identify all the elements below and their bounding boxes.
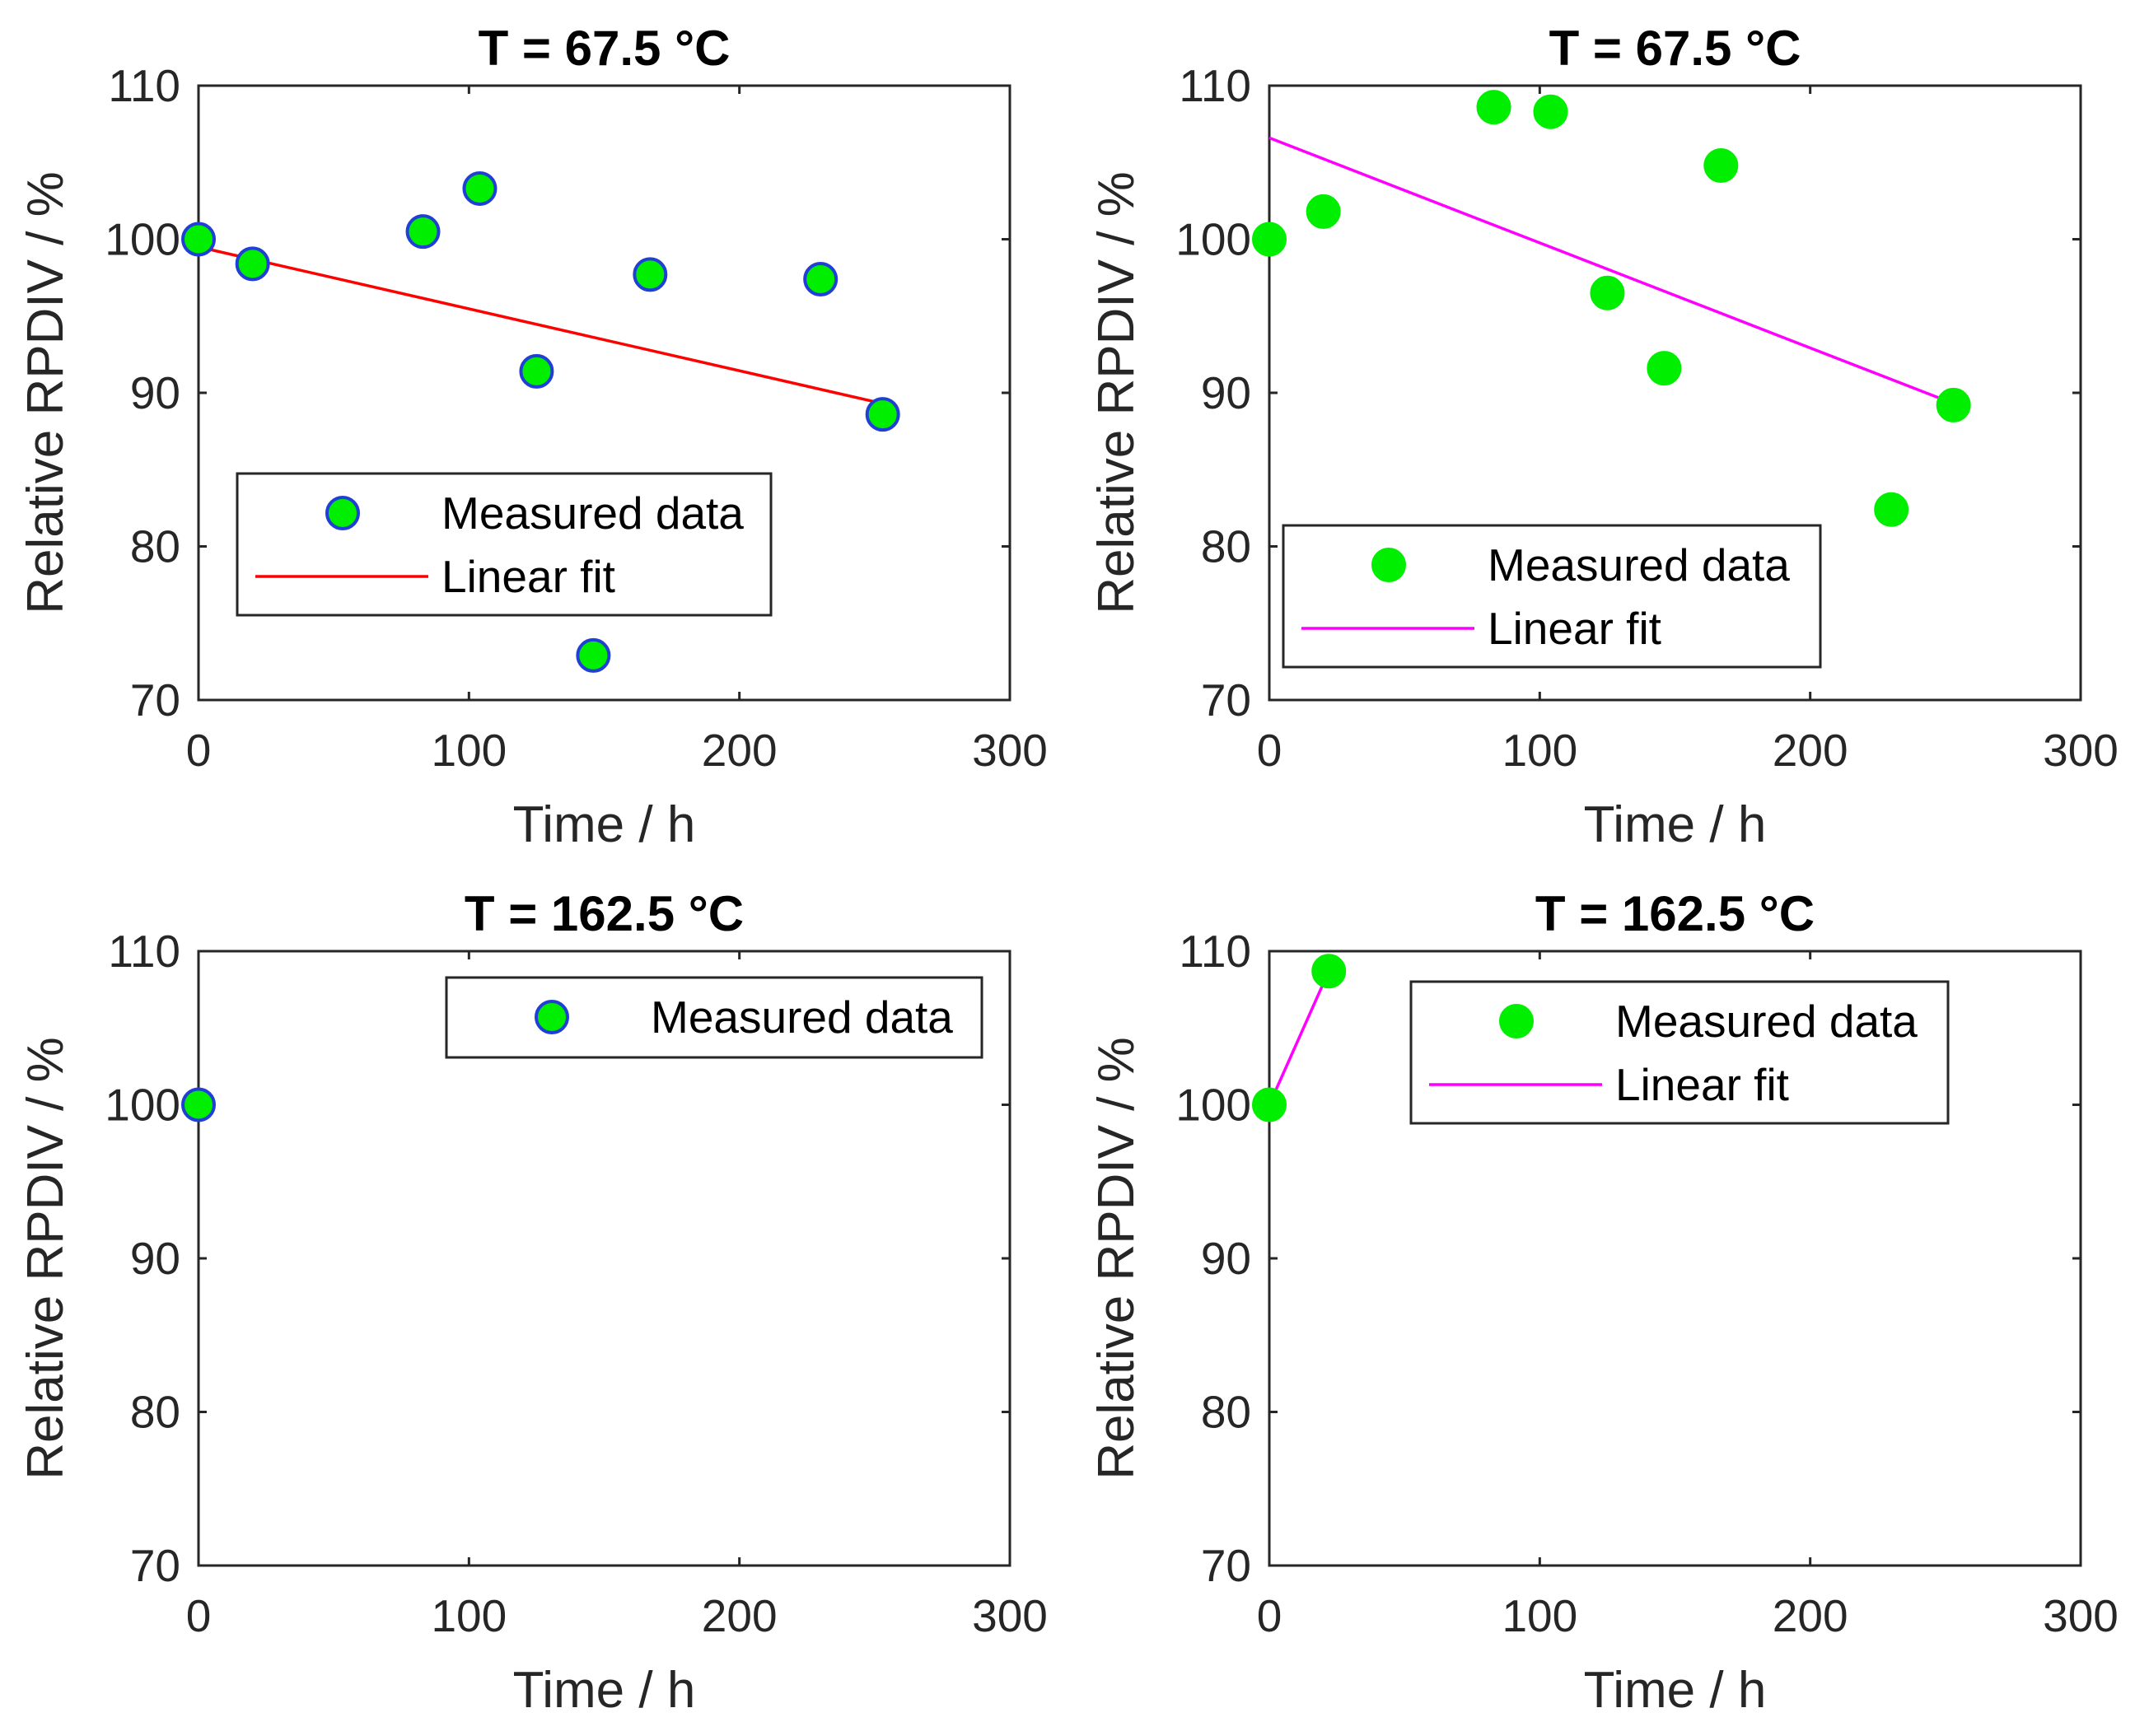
y-tick-label: 90 xyxy=(1201,367,1251,418)
legend: Measured data Linear fit xyxy=(1409,980,1950,1125)
legend-box xyxy=(236,472,773,617)
y-tick-label: 80 xyxy=(1201,1387,1251,1438)
data-point xyxy=(1252,1087,1287,1122)
x-tick-label: 0 xyxy=(186,725,212,776)
legend-label: Linear fit xyxy=(1615,1059,1789,1110)
x-tick-label: 200 xyxy=(1773,1590,1848,1641)
legend-box xyxy=(445,976,983,1059)
x-tick-label: 0 xyxy=(1257,1590,1282,1641)
legend-marker-symbol xyxy=(1371,548,1406,582)
data-point xyxy=(181,222,216,257)
y-axis-label: Relative RPDIV / % xyxy=(1088,171,1145,614)
legend-marker-symbol xyxy=(325,496,360,530)
x-tick-label: 100 xyxy=(1502,725,1577,776)
x-axis-label: Time / h xyxy=(513,1662,696,1719)
chart-panel-2: 0 100 200 300 70 80 90 100 110 T = 67.5 °C Time / … xyxy=(1088,21,2119,853)
y-axis-label: Relative RPDIV / % xyxy=(17,1037,74,1480)
legend-label: Measured data xyxy=(441,488,744,539)
x-tick-label: 100 xyxy=(431,1590,507,1641)
data-point xyxy=(1647,351,1682,386)
x-tick-label: 300 xyxy=(2043,725,2119,776)
y-tick-label: 90 xyxy=(1201,1233,1251,1284)
y-tick-label: 70 xyxy=(130,1540,180,1591)
legend-label: Linear fit xyxy=(1488,603,1661,654)
x-tick-label: 0 xyxy=(186,1590,212,1641)
data-point xyxy=(1936,387,1971,422)
y-tick-label: 70 xyxy=(1201,674,1251,726)
chart-panel-1: 0 100 200 300 70 80 90 100 110 T = 67.5 °C Time / … xyxy=(17,21,1048,853)
x-tick-label: 100 xyxy=(431,725,507,776)
x-tick-label: 200 xyxy=(702,725,778,776)
y-tick-label: 90 xyxy=(130,1233,180,1284)
series-line-linear-fit xyxy=(1268,136,1955,405)
x-tick-label: 300 xyxy=(2043,1590,2119,1641)
legend: Measured data xyxy=(445,976,983,1059)
y-tick-label: 110 xyxy=(108,926,180,977)
y-tick-label: 110 xyxy=(108,60,180,111)
data-point xyxy=(235,246,270,282)
chart-title: T = 67.5 °C xyxy=(479,21,731,76)
chart-panel-4: 0 100 200 300 70 80 90 100 110 T = 162.5 °C Time /… xyxy=(1088,886,2119,1719)
x-tick-label: 200 xyxy=(1773,725,1848,776)
y-tick-label: 100 xyxy=(105,1080,180,1131)
x-tick-label: 100 xyxy=(1502,1590,1577,1641)
legend-box xyxy=(1282,524,1822,669)
chart-title: T = 67.5 °C xyxy=(1549,21,1801,76)
series-line-linear-fit xyxy=(1268,970,1330,1106)
chart-title: T = 162.5 °C xyxy=(465,886,744,941)
legend: Measured data Linear fit xyxy=(1282,524,1822,669)
data-point xyxy=(181,1087,216,1122)
data-point xyxy=(1874,492,1909,527)
y-tick-label: 80 xyxy=(130,1387,180,1438)
x-axis-label: Time / h xyxy=(1584,796,1767,853)
y-tick-label: 100 xyxy=(1175,214,1251,265)
y-axis-label: Relative RPDIV / % xyxy=(1088,1037,1145,1480)
data-point xyxy=(1476,90,1511,125)
y-tick-label: 100 xyxy=(105,214,180,265)
x-tick-label: 200 xyxy=(702,1590,778,1641)
data-point xyxy=(1311,954,1347,989)
x-tick-label: 300 xyxy=(972,1590,1048,1641)
data-point xyxy=(462,170,498,206)
data-point xyxy=(633,257,668,292)
data-point xyxy=(519,353,554,389)
legend-label: Linear fit xyxy=(441,551,615,602)
chart-title: T = 162.5 °C xyxy=(1535,886,1815,941)
legend-marker-symbol xyxy=(1499,1004,1534,1038)
x-axis-label: Time / h xyxy=(513,796,696,853)
legend: Measured data Linear fit xyxy=(236,472,773,617)
legend-box xyxy=(1409,980,1950,1125)
data-point xyxy=(576,637,611,673)
data-point xyxy=(1306,194,1341,229)
x-tick-label: 0 xyxy=(1257,725,1282,776)
data-point xyxy=(405,214,441,250)
data-point xyxy=(1703,147,1739,183)
y-tick-label: 100 xyxy=(1175,1080,1251,1131)
legend-label: Measured data xyxy=(1488,539,1790,590)
legend-marker-symbol xyxy=(535,1000,569,1034)
data-point xyxy=(1590,275,1625,310)
y-tick-label: 110 xyxy=(1179,60,1251,111)
x-tick-label: 300 xyxy=(972,725,1048,776)
y-axis-label: Relative RPDIV / % xyxy=(17,171,74,614)
x-axis-label: Time / h xyxy=(1584,1662,1767,1719)
data-point xyxy=(1252,222,1287,257)
data-point xyxy=(865,397,900,432)
legend-label: Measured data xyxy=(1615,996,1918,1047)
y-tick-label: 70 xyxy=(130,674,180,726)
data-point xyxy=(803,261,839,296)
data-point xyxy=(1533,94,1568,129)
y-tick-label: 110 xyxy=(1179,926,1251,977)
y-tick-label: 90 xyxy=(130,367,180,418)
y-tick-label: 80 xyxy=(130,521,180,572)
y-tick-label: 80 xyxy=(1201,521,1251,572)
chart-panel-3: 0 100 200 300 70 80 90 100 110 T = 162.5 °C Time /… xyxy=(17,886,1048,1719)
legend-label: Measured data xyxy=(651,992,953,1043)
series-line-linear-fit xyxy=(198,245,884,405)
y-tick-label: 70 xyxy=(1201,1540,1251,1591)
